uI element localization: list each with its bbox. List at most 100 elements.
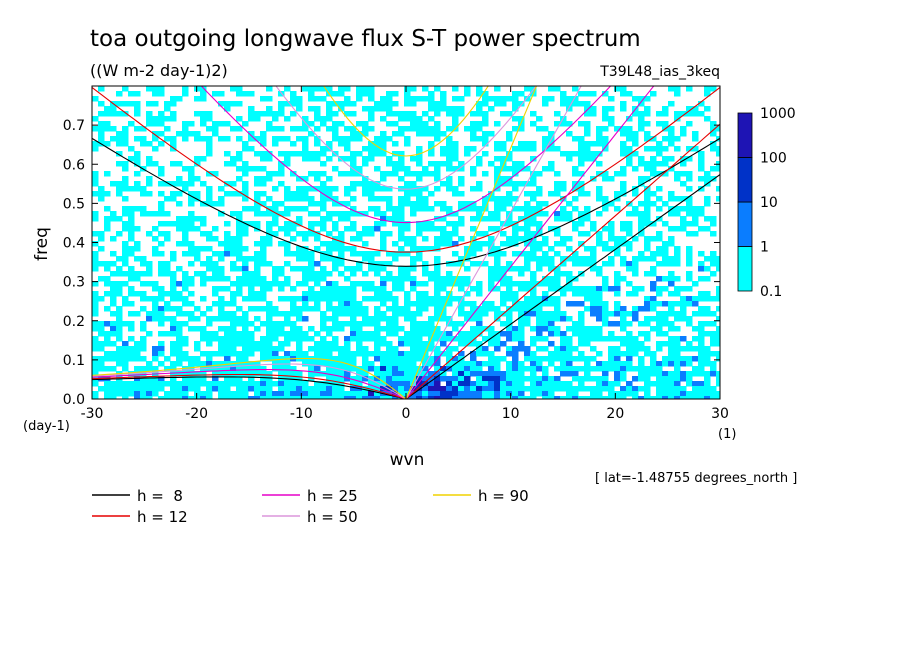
heatmap-cell [662, 251, 669, 257]
heatmap-cell [176, 351, 183, 357]
heatmap-cell [392, 346, 399, 352]
heatmap-cell [314, 201, 321, 207]
heatmap-cell [404, 301, 411, 307]
heatmap-cell [458, 191, 465, 197]
x-axis: -30 -20 -10 0 10 20 30 [81, 86, 729, 422]
heatmap-cell [272, 276, 279, 282]
heatmap-cell [662, 111, 669, 117]
heatmap-cell [578, 211, 585, 217]
heatmap-cell [650, 191, 657, 197]
heatmap-cell [554, 226, 561, 232]
heatmap-cell [260, 391, 267, 397]
heatmap-cell [548, 226, 555, 232]
heatmap-cell [692, 381, 699, 387]
heatmap-cell [314, 276, 321, 282]
heatmap-cell [98, 236, 105, 242]
heatmap-cell [338, 356, 345, 362]
heatmap-cell [656, 171, 663, 177]
heatmap-cell [302, 246, 309, 252]
heatmap-cell [254, 266, 261, 272]
heatmap-cell [548, 361, 555, 367]
heatmap-cell [440, 181, 447, 187]
heatmap-cell [704, 296, 711, 302]
heatmap-cell [368, 196, 375, 202]
heatmap-cell [278, 321, 285, 327]
heatmap-cell [632, 191, 639, 197]
heatmap-cell [674, 261, 681, 267]
heatmap-cell [524, 256, 531, 262]
heatmap-cell [134, 386, 141, 392]
heatmap-cell [338, 101, 345, 107]
heatmap-cell [170, 351, 177, 357]
heatmap-cell [572, 221, 579, 227]
heatmap-cell [530, 231, 537, 237]
heatmap-cell [158, 181, 165, 187]
heatmap-cell [374, 331, 381, 337]
heatmap-cell [92, 371, 99, 377]
heatmap-cell [122, 386, 129, 392]
heatmap-cell [434, 241, 441, 247]
heatmap-cell [152, 226, 159, 232]
heatmap-cell [212, 171, 219, 177]
heatmap-cell [638, 176, 645, 182]
heatmap-cell [572, 261, 579, 267]
heatmap-cell [194, 326, 201, 332]
heatmap-cell [452, 86, 459, 92]
heatmap-cell [464, 291, 471, 297]
heatmap-cell [302, 386, 309, 392]
heatmap-cell [716, 351, 720, 357]
heatmap-cell [590, 256, 597, 262]
heatmap-cell [650, 356, 657, 362]
heatmap-cell [236, 306, 243, 312]
heatmap-cell [404, 241, 411, 247]
heatmap-cell [590, 266, 597, 272]
heatmap-cell [104, 171, 111, 177]
heatmap-cell [146, 296, 153, 302]
heatmap-cell [422, 121, 429, 127]
heatmap-cell [332, 196, 339, 202]
heatmap-cell [404, 366, 411, 372]
heatmap-cell [596, 361, 603, 367]
heatmap-cell [560, 181, 567, 187]
heatmap-cell [488, 286, 495, 292]
heatmap-cell [206, 356, 213, 362]
heatmap-cell [344, 351, 351, 357]
heatmap-cell [314, 96, 321, 102]
heatmap-cell [698, 386, 705, 392]
heatmap-cell [110, 106, 117, 112]
heatmap-cell [398, 356, 405, 362]
heatmap-cell [380, 296, 387, 302]
heatmap-cell [356, 306, 363, 312]
heatmap-cell [392, 131, 399, 137]
heatmap-cell [146, 121, 153, 127]
heatmap-cell [254, 296, 261, 302]
heatmap-cell [668, 131, 675, 137]
heatmap-cell [536, 316, 543, 322]
heatmap-cell [314, 361, 321, 367]
heatmap-cell [272, 326, 279, 332]
heatmap-cell [278, 341, 285, 347]
heatmap-cell [224, 351, 231, 357]
heatmap-cell [302, 121, 309, 127]
heatmap-cell [146, 381, 153, 387]
heatmap-cell [464, 246, 471, 252]
heatmap-cell [542, 211, 549, 217]
heatmap-cell [710, 396, 717, 399]
heatmap-cell [482, 306, 489, 312]
heatmap-cell [440, 311, 447, 317]
heatmap-cell [614, 251, 621, 257]
heatmap-cell [146, 211, 153, 217]
heatmap-cell [104, 111, 111, 117]
heatmap-cell [434, 366, 441, 372]
heatmap-cell [302, 351, 309, 357]
heatmap-cell [104, 291, 111, 297]
heatmap-cell [206, 141, 213, 147]
heatmap-cell [368, 256, 375, 262]
heatmap-cell [314, 346, 321, 352]
heatmap-cell [314, 136, 321, 142]
heatmap-cell [536, 391, 543, 397]
heatmap-cell [668, 236, 675, 242]
heatmap-cell [122, 186, 129, 192]
heatmap-cell [254, 211, 261, 217]
heatmap-cell [320, 96, 327, 102]
